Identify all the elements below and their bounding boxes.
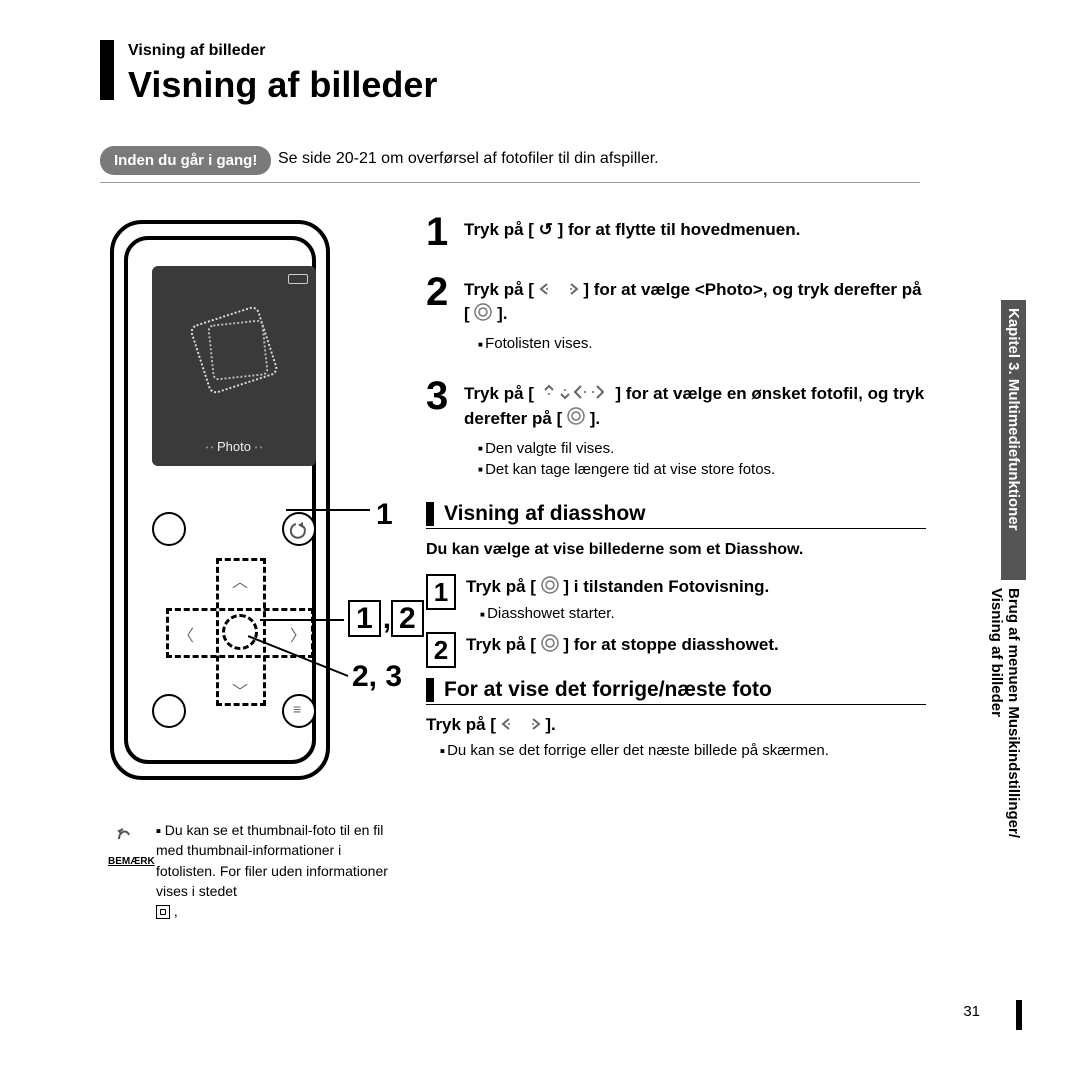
step-number: 1	[426, 212, 464, 252]
four-way-icon	[539, 383, 611, 407]
note-label: BEMÆRK	[108, 856, 142, 867]
photo-stack-icon-2	[207, 319, 269, 381]
boxed-step-number: 2	[426, 632, 456, 668]
leader-line-3	[248, 632, 358, 682]
callout-boxed-12: 1,2	[348, 600, 426, 637]
step-bullet: Det kan tage længere tid at vise store f…	[478, 461, 926, 478]
step-text: Tryk på [ ] for at vælge <Photo>, og try…	[464, 278, 926, 327]
steps-column: 1 Tryk på [ ↺ ] for at flytte til hovedm…	[426, 212, 926, 767]
boxed-step-1: 1 Tryk på [ ] i tilstanden Fotovisning. …	[426, 574, 926, 622]
step-3: 3 Tryk på [ ] for at vælge en ønsket fot…	[426, 376, 926, 481]
left-right-icon	[501, 716, 541, 736]
ok-circle-icon	[541, 634, 559, 657]
leader-line-2	[260, 610, 350, 630]
chevron-up-icon: ︿	[232, 568, 248, 592]
step-bullet: Fotolisten vises.	[478, 335, 926, 352]
screen-label: • • Photo • •	[152, 439, 316, 454]
chevron-left-icon: 〈	[178, 622, 194, 646]
step-text: Tryk på [ ] for at stoppe diasshowet.	[466, 634, 926, 657]
page-title: Visning af billeder	[128, 64, 437, 106]
note-text: ■ Du kan se et thumbnail-foto til en fil…	[156, 820, 396, 921]
callout-23: 2, 3	[352, 660, 402, 694]
corner-mark	[1016, 1000, 1022, 1030]
step-text: Tryk på [ ↺ ] for at flytte til hovedmen…	[464, 218, 926, 242]
device-button-bl	[152, 694, 186, 728]
left-right-icon	[539, 279, 579, 303]
divider	[100, 182, 920, 183]
side-tab-chapter: Kapitel 3. Multimediefunktioner	[1001, 300, 1026, 580]
file-icon	[156, 905, 170, 919]
chevron-down-icon: ﹀	[232, 678, 248, 702]
subsection-heading: For at vise det forrige/næste foto	[426, 678, 926, 702]
subsection-intro: Du kan vælge at vise billederne som et D…	[426, 539, 926, 561]
step-text: Tryk på [ ] i tilstanden Fotovisning.	[466, 576, 926, 599]
section-mark	[100, 40, 114, 100]
note-icon: BEMÆRK	[108, 820, 142, 867]
step-bullet: ■ Du kan se det forrige eller det næste …	[440, 742, 926, 759]
step-number: 2	[426, 272, 464, 312]
ok-circle-icon	[567, 407, 585, 432]
ok-circle-icon	[474, 303, 492, 328]
before-start-pill: Inden du går i gang!	[100, 146, 271, 175]
subsection-heading: Visning af diasshow	[426, 502, 926, 526]
page-number: 31	[963, 1003, 980, 1020]
battery-icon	[288, 274, 308, 284]
side-tab-section: Brug af menuen Musikindstillinger/ Visni…	[984, 580, 1026, 980]
breadcrumb: Visning af billeder	[128, 42, 266, 60]
step-2: 2 Tryk på [ ] for at vælge <Photo>, og t…	[426, 272, 926, 356]
step-number: 3	[426, 376, 464, 416]
subsection-prevnext: For at vise det forrige/næste foto Tryk …	[426, 678, 926, 759]
callout-1: 1	[376, 498, 393, 532]
boxed-step-number: 1	[426, 574, 456, 610]
ok-circle-icon	[541, 576, 559, 599]
step-text: Tryk på [ ].	[426, 715, 926, 736]
subsection-slideshow: Visning af diasshow Du kan vælge at vise…	[426, 502, 926, 669]
step-text: Tryk på [ ] for at vælge en ønsket fotof…	[464, 382, 926, 431]
device-screen: • • Photo • •	[152, 266, 316, 466]
before-start-text: Se side 20-21 om overførsel af fotofiler…	[278, 150, 659, 168]
step-bullet: Diasshowet starter.	[480, 605, 926, 622]
device-button-tl	[152, 512, 186, 546]
step-1: 1 Tryk på [ ↺ ] for at flytte til hovedm…	[426, 212, 926, 252]
boxed-step-2: 2 Tryk på [ ] for at stoppe diasshowet.	[426, 632, 926, 668]
step-bullet: Den valgte fil vises.	[478, 440, 926, 457]
leader-line-1	[286, 490, 376, 530]
device-button-br: ≡	[282, 694, 316, 728]
